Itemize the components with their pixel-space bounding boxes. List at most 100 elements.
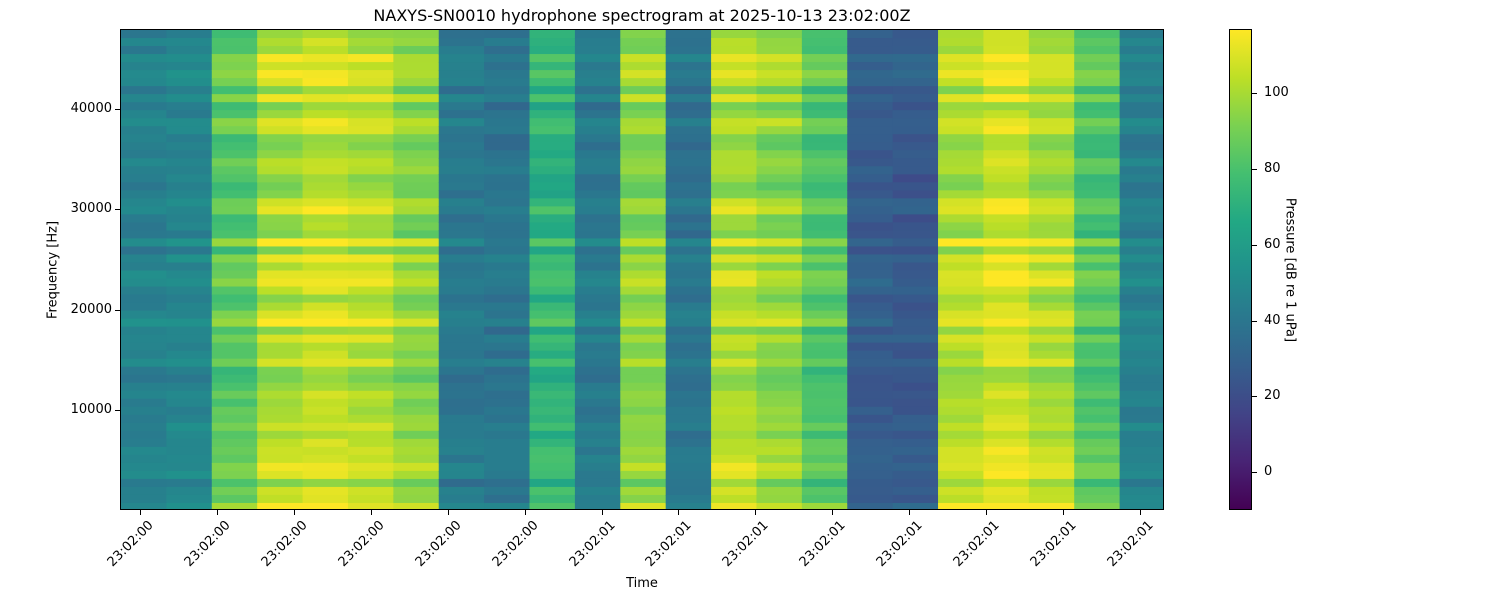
- spectrogram-cell: [166, 190, 213, 199]
- spectrogram-cell: [665, 238, 712, 248]
- spectrogram-cell: [302, 102, 349, 111]
- spectrogram-cell: [438, 454, 485, 464]
- spectrogram-cell: [983, 94, 1030, 103]
- spectrogram-cell: [484, 430, 531, 440]
- spectrogram-cell: [257, 94, 304, 103]
- spectrogram-cell: [1028, 230, 1075, 240]
- spectrogram-cell: [665, 198, 712, 207]
- spectrogram-cell: [257, 438, 304, 448]
- spectrogram-cell: [711, 366, 758, 376]
- spectrogram-cell: [620, 374, 667, 384]
- spectrogram-cell: [1119, 30, 1163, 39]
- spectrogram-cell: [938, 198, 985, 207]
- spectrogram-cell: [938, 222, 985, 232]
- spectrogram-cell: [756, 454, 803, 464]
- spectrogram-cell: [302, 30, 349, 39]
- spectrogram-cell: [1119, 78, 1163, 87]
- spectrogram-cell: [1028, 158, 1075, 167]
- spectrogram-cell: [847, 270, 894, 280]
- spectrogram-cell: [711, 294, 758, 304]
- spectrogram-cell: [347, 366, 394, 376]
- spectrogram-cell: [711, 414, 758, 424]
- spectrogram-cell: [1028, 446, 1075, 456]
- x-tick-mark: [525, 510, 526, 515]
- spectrogram-cell: [347, 462, 394, 472]
- spectrogram-cell: [938, 374, 985, 384]
- spectrogram-cell: [665, 174, 712, 183]
- spectrogram-cell: [211, 326, 258, 336]
- spectrogram-cell: [211, 430, 258, 440]
- spectrogram-cell: [1119, 190, 1163, 199]
- spectrogram-cell: [983, 334, 1030, 344]
- spectrogram-cell: [484, 278, 531, 288]
- x-tick-label: 23:02:00: [258, 518, 311, 570]
- spectrogram-cell: [574, 358, 621, 368]
- spectrogram-cell: [211, 494, 258, 504]
- spectrogram-cell: [574, 166, 621, 175]
- spectrogram-cell: [847, 358, 894, 368]
- spectrogram-cell: [393, 94, 440, 103]
- spectrogram-cell: [574, 246, 621, 256]
- spectrogram-cell: [211, 62, 258, 71]
- spectrogram-cell: [1028, 262, 1075, 272]
- spectrogram-cell: [529, 486, 576, 496]
- spectrogram-cell: [347, 30, 394, 39]
- spectrogram-cell: [257, 198, 304, 207]
- spectrogram-cell: [620, 262, 667, 272]
- spectrogram-cell: [1119, 486, 1163, 496]
- spectrogram-cell: [801, 102, 848, 111]
- colorbar-tick-label: 60: [1264, 237, 1281, 252]
- spectrogram-cell: [166, 414, 213, 424]
- spectrogram-cell: [801, 118, 848, 127]
- spectrogram-cell: [620, 382, 667, 392]
- spectrogram-cell: [1028, 334, 1075, 344]
- spectrogram-cell: [393, 254, 440, 264]
- spectrogram-cell: [711, 190, 758, 199]
- spectrogram-cell: [711, 438, 758, 448]
- spectrogram-cell: [620, 366, 667, 376]
- spectrogram-cell: [484, 350, 531, 360]
- spectrogram-cell: [665, 318, 712, 328]
- spectrogram-cell: [1028, 62, 1075, 71]
- spectrogram-cell: [756, 422, 803, 432]
- spectrogram-cell: [484, 454, 531, 464]
- spectrogram-cell: [620, 118, 667, 127]
- spectrogram-cell: [166, 310, 213, 320]
- spectrogram-cell: [529, 286, 576, 296]
- spectrogram-cell: [121, 70, 167, 79]
- spectrogram-cell: [438, 190, 485, 199]
- spectrogram-cell: [211, 86, 258, 95]
- spectrogram-cell: [1119, 86, 1163, 95]
- spectrogram-cell: [847, 190, 894, 199]
- spectrogram-cell: [121, 478, 167, 488]
- spectrogram-cell: [1074, 438, 1121, 448]
- spectrogram-cell: [938, 350, 985, 360]
- spectrogram-cell: [211, 478, 258, 488]
- spectrogram-cell: [484, 390, 531, 400]
- spectrogram-cell: [983, 262, 1030, 272]
- spectrogram-cell: [665, 334, 712, 344]
- spectrogram-cell: [393, 158, 440, 167]
- spectrogram-cell: [620, 30, 667, 39]
- spectrogram-cell: [983, 486, 1030, 496]
- spectrogram-cell: [257, 462, 304, 472]
- spectrogram-cell: [847, 366, 894, 376]
- spectrogram-cell: [347, 102, 394, 111]
- spectrogram-cell: [121, 198, 167, 207]
- spectrogram-cell: [665, 262, 712, 272]
- spectrogram-cell: [892, 110, 939, 119]
- spectrogram-cell: [347, 206, 394, 215]
- spectrogram-cell: [574, 86, 621, 95]
- spectrogram-cell: [1028, 422, 1075, 432]
- spectrogram-cell: [938, 366, 985, 376]
- spectrogram-cell: [574, 430, 621, 440]
- spectrogram-cell: [938, 214, 985, 223]
- spectrogram-cell: [620, 222, 667, 232]
- spectrogram-cell: [302, 126, 349, 135]
- spectrogram-cell: [938, 46, 985, 55]
- colorbar-tick-mark: [1252, 396, 1257, 397]
- spectrogram-cell: [393, 374, 440, 384]
- spectrogram-cell: [756, 294, 803, 304]
- spectrogram-cell: [665, 126, 712, 135]
- spectrogram-cell: [801, 46, 848, 55]
